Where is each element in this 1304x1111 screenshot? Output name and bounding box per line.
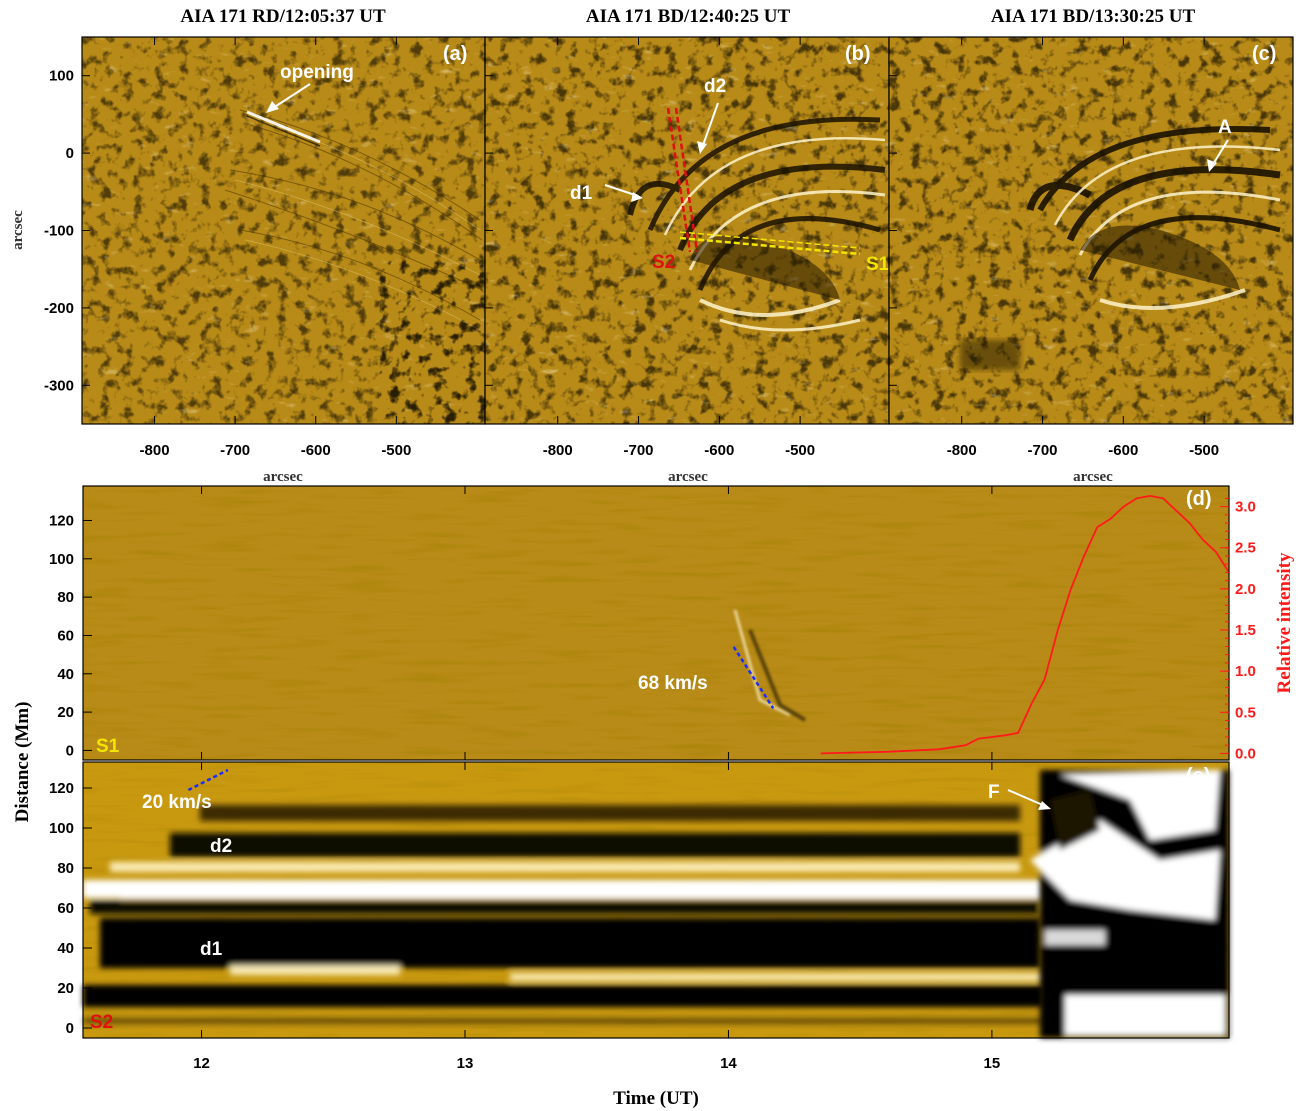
y-tick-label: 0 <box>66 742 74 759</box>
y-axis-title-relint: Relative intensity <box>1274 552 1295 693</box>
y-tick-label: 40 <box>57 940 74 957</box>
y2-tick-label: 1.0 <box>1235 663 1256 680</box>
y2-tick-label: 1.5 <box>1235 622 1256 639</box>
fit-line-20 <box>187 768 229 792</box>
panel-letter-d: (d) <box>1186 488 1212 510</box>
panel-title-a: AIA 171 RD/12:05:37 UT <box>180 6 386 27</box>
x-tick-label: -500 <box>1189 442 1219 459</box>
x-tick-label: 12 <box>193 1055 210 1072</box>
x-tick-label: 15 <box>984 1055 1001 1072</box>
y-tick-label: 120 <box>49 780 74 797</box>
panel-letter-a: (a) <box>443 43 467 65</box>
fit-20-line <box>187 768 229 792</box>
panel-a: opening (a) <box>81 36 486 425</box>
y-tick-label: 60 <box>57 627 74 644</box>
y-tick-label: 120 <box>49 512 74 529</box>
y-axis-title-top: arcsec <box>10 210 26 250</box>
x-tick-label: 13 <box>457 1055 474 1072</box>
x-tick-label: 14 <box>720 1055 737 1072</box>
x-tick-label: -600 <box>301 442 331 459</box>
y-tick-label: 80 <box>57 589 74 606</box>
panel-letter-e: (e) <box>1186 765 1210 787</box>
annotation-A: A <box>1218 117 1232 138</box>
annotation-F: F <box>988 782 1000 803</box>
x-tick-label: -800 <box>947 442 977 459</box>
annotation-v20: 20 km/s <box>142 792 212 813</box>
y-tick-label: -200 <box>44 300 74 317</box>
panel-letter-c: (c) <box>1252 43 1276 65</box>
y-tick-label: 100 <box>49 551 74 568</box>
annotation-d2: d2 <box>704 76 726 97</box>
panel-b: d2 d1 S2 S1 (b) <box>484 36 890 425</box>
x-axis-title-time: Time (UT) <box>613 1088 699 1109</box>
x-tick-label: -600 <box>704 442 734 459</box>
x-axis-title-c: arcsec <box>1073 469 1113 485</box>
x-axis-title-a: arcsec <box>263 469 303 485</box>
y2-tick-label: 3.0 <box>1235 499 1256 516</box>
y-tick-label: 0 <box>66 145 74 162</box>
annotation-s1: S1 <box>866 254 890 275</box>
fit-line-68 <box>732 646 775 709</box>
bottom-panel-axes: 0 20 40 60 80 100 120 0.0 0.5 1.0 1.5 2.0 2.5 3.0 0 20 4… <box>49 486 1256 1072</box>
panel-d: 68 km/s S1 (d) <box>82 485 1230 761</box>
x-axis-title-b: arcsec <box>668 469 708 485</box>
annotation-d1: d1 <box>570 183 593 204</box>
y-tick-label: 20 <box>57 704 74 721</box>
y-tick-label: 60 <box>57 900 74 917</box>
y2-tick-label: 0.0 <box>1235 745 1256 762</box>
y-tick-label: 0 <box>66 1020 74 1037</box>
annotation-d1-e: d1 <box>200 939 223 960</box>
panel-letter-b: (b) <box>845 43 871 65</box>
y2-tick-label: 2.0 <box>1235 581 1256 598</box>
y2-tick-label: 2.5 <box>1235 540 1256 557</box>
y2-tick-label: 0.5 <box>1235 704 1256 721</box>
x-tick-label: -700 <box>220 442 250 459</box>
relative-intensity-curve <box>820 494 1230 755</box>
panel-c: A (c) <box>888 36 1294 425</box>
top-panel-axes: -800 -700 -600 -500 100 0 -100 -200 -300 -800 -700… <box>44 37 1219 459</box>
x-tick-label: -600 <box>1108 442 1138 459</box>
y-tick-label: 100 <box>49 820 74 837</box>
annotation-d2-e: d2 <box>210 836 232 857</box>
x-tick-label: -700 <box>624 442 654 459</box>
intensity-line <box>820 494 1230 755</box>
panel-e: 20 km/s d2 d1 F S2 (e) <box>82 761 1230 1039</box>
y-tick-label: 20 <box>57 980 74 997</box>
y-axis-title-distance: Distance (Mm) <box>12 702 33 823</box>
y-tick-label: 40 <box>57 666 74 683</box>
x-tick-label: -800 <box>140 442 170 459</box>
annotation-v68: 68 km/s <box>638 673 708 694</box>
fit-68-line <box>732 646 775 709</box>
x-tick-label: -500 <box>381 442 411 459</box>
annotation-s2-e: S2 <box>90 1012 113 1033</box>
y-tick-label: -100 <box>44 223 74 240</box>
annotation-opening: opening <box>280 62 354 83</box>
panel-title-c: AIA 171 BD/13:30:25 UT <box>991 6 1196 27</box>
x-tick-label: -500 <box>785 442 815 459</box>
panel-title-b: AIA 171 BD/12:40:25 UT <box>586 6 791 27</box>
y-tick-label: -300 <box>44 377 74 394</box>
annotation-s2: S2 <box>652 252 675 273</box>
x-tick-label: -800 <box>543 442 573 459</box>
y-tick-label: 100 <box>49 68 74 85</box>
annotation-s1-d: S1 <box>96 736 120 757</box>
y-tick-label: 80 <box>57 860 74 877</box>
x-tick-label: -700 <box>1028 442 1058 459</box>
